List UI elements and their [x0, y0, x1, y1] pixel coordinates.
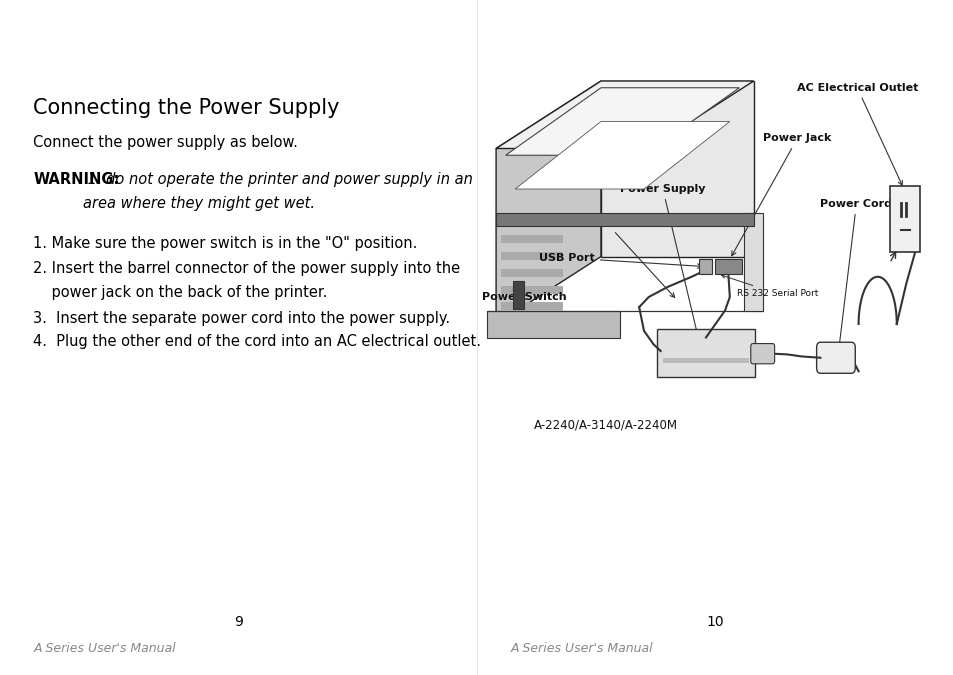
Text: A-2240/A-3140/A-2240M: A-2240/A-3140/A-2240M: [534, 418, 678, 431]
Polygon shape: [500, 269, 562, 277]
FancyBboxPatch shape: [715, 259, 741, 274]
Text: 2. Insert the barrel connector of the power supply into the: 2. Insert the barrel connector of the po…: [33, 261, 460, 276]
Text: Power Jack: Power Jack: [731, 134, 831, 256]
Polygon shape: [500, 286, 562, 294]
Polygon shape: [486, 310, 619, 338]
Text: AC Electrical Outlet: AC Electrical Outlet: [796, 83, 917, 186]
Polygon shape: [600, 81, 753, 256]
Polygon shape: [496, 81, 753, 148]
Polygon shape: [505, 88, 739, 155]
Text: 3.  Insert the separate power cord into the power supply.: 3. Insert the separate power cord into t…: [33, 310, 450, 325]
Polygon shape: [496, 81, 600, 324]
Text: A Series User's Manual: A Series User's Manual: [33, 642, 176, 655]
Polygon shape: [515, 122, 729, 189]
Polygon shape: [500, 218, 562, 226]
Text: Power Switch: Power Switch: [481, 292, 566, 302]
Text: Connecting the Power Supply: Connecting the Power Supply: [33, 98, 339, 118]
FancyBboxPatch shape: [698, 259, 711, 274]
Text: RS 232 Serial Port: RS 232 Serial Port: [720, 275, 818, 298]
Text: WARNING:: WARNING:: [33, 172, 120, 187]
FancyBboxPatch shape: [656, 329, 755, 377]
Text: A Series User's Manual: A Series User's Manual: [510, 642, 653, 655]
FancyBboxPatch shape: [513, 281, 524, 309]
FancyBboxPatch shape: [816, 342, 854, 373]
Text: Power Cord: Power Cord: [820, 199, 891, 359]
Text: 9: 9: [233, 615, 243, 629]
Text: Barrel Connector: Barrel Connector: [553, 218, 674, 298]
Text: 10: 10: [706, 615, 723, 629]
Text: 1. do not operate the printer and power supply in an: 1. do not operate the printer and power …: [83, 172, 473, 187]
Text: USB Port: USB Port: [538, 253, 701, 268]
Polygon shape: [500, 252, 562, 260]
Polygon shape: [743, 213, 762, 310]
Polygon shape: [496, 213, 753, 226]
Polygon shape: [662, 358, 748, 363]
Polygon shape: [500, 235, 562, 243]
Text: 4.  Plug the other end of the cord into an AC electrical outlet.: 4. Plug the other end of the cord into a…: [33, 334, 481, 349]
Text: area where they might get wet.: area where they might get wet.: [83, 196, 315, 211]
Text: power jack on the back of the printer.: power jack on the back of the printer.: [33, 285, 328, 300]
FancyBboxPatch shape: [889, 186, 919, 252]
FancyBboxPatch shape: [750, 344, 774, 364]
Text: 1. Make sure the power switch is in the "O" position.: 1. Make sure the power switch is in the …: [33, 236, 417, 251]
Text: Connect the power supply as below.: Connect the power supply as below.: [33, 135, 298, 150]
Polygon shape: [500, 302, 562, 311]
Text: Power Supply: Power Supply: [619, 184, 705, 366]
